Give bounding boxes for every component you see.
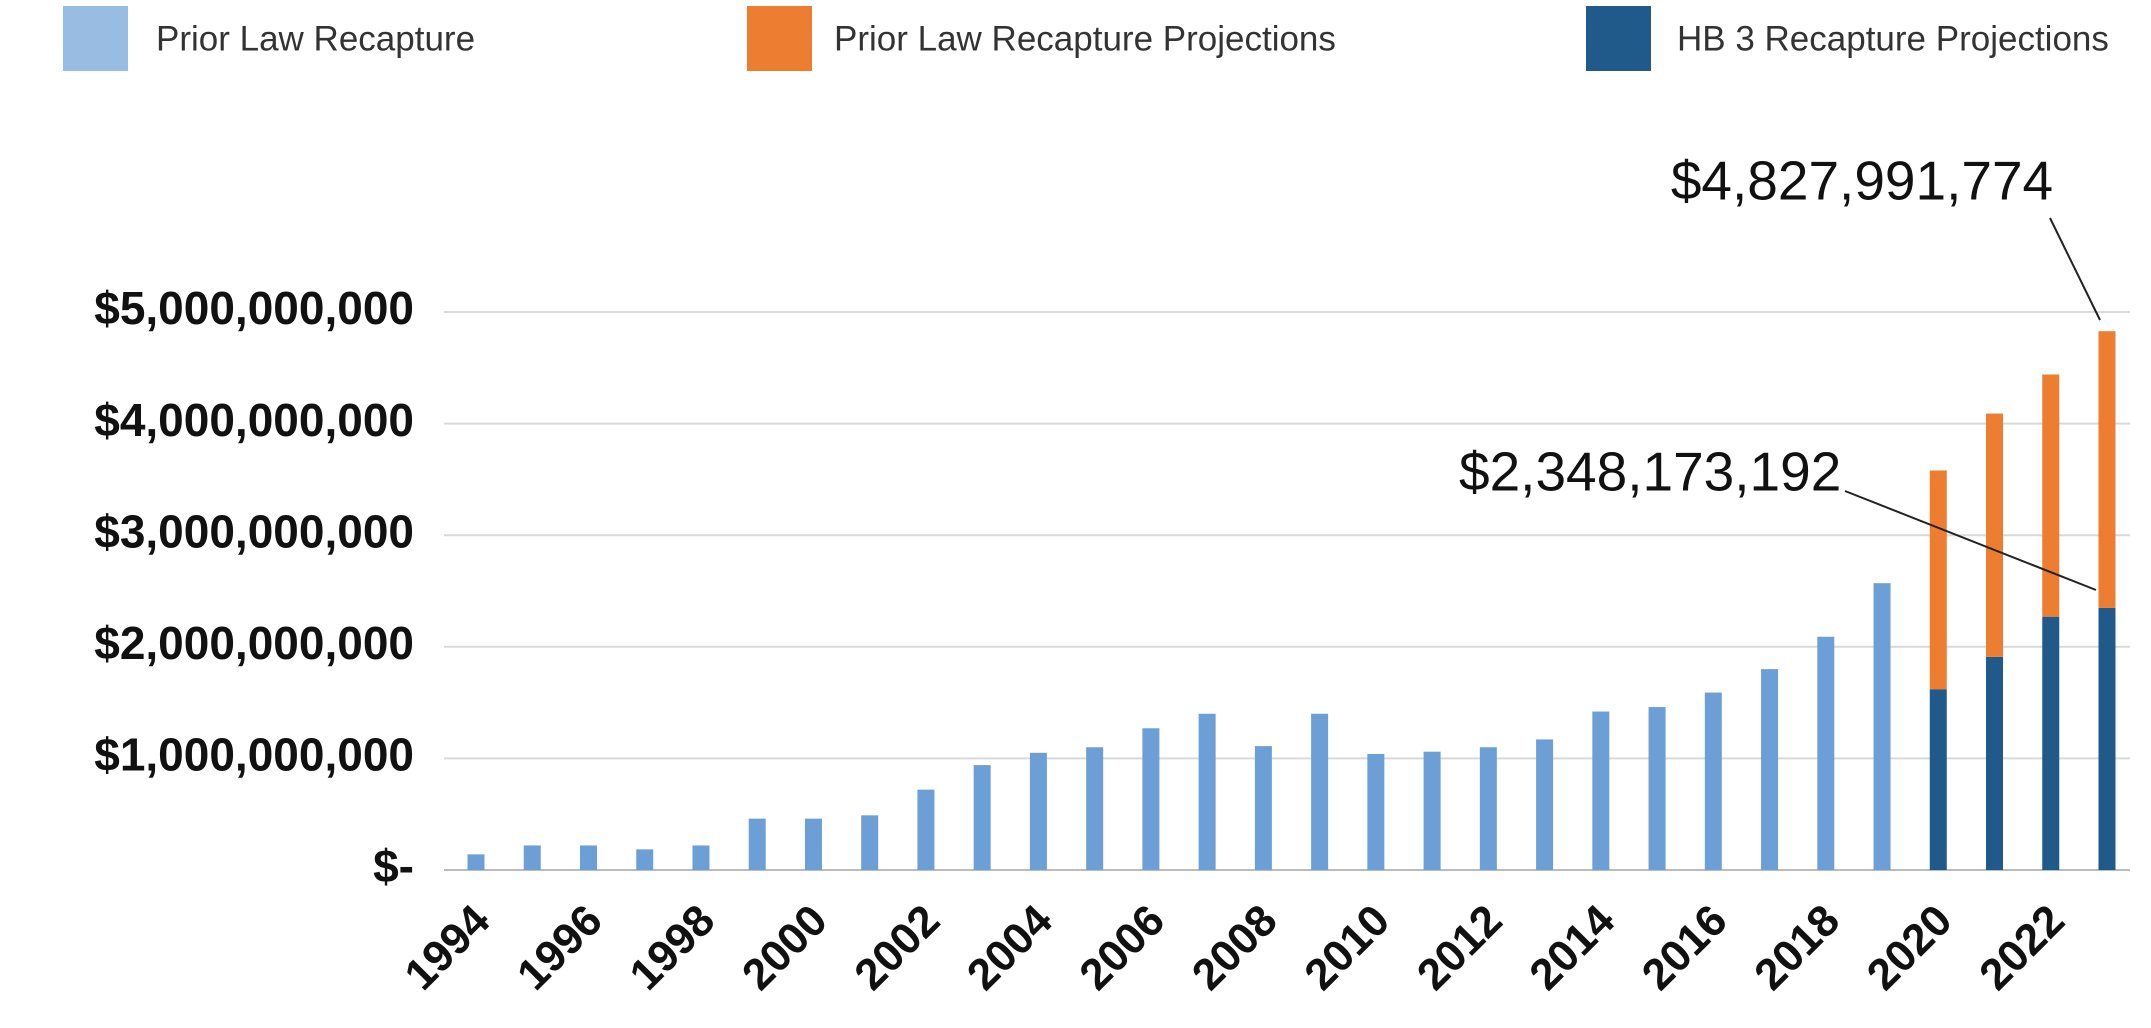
x-tick-label: 2006	[1070, 896, 1174, 1000]
x-tick-label: 1996	[508, 896, 612, 1000]
bar-segment	[1254, 746, 1272, 870]
bar-segment	[636, 849, 654, 870]
y-tick-label: $-	[373, 840, 414, 892]
y-tick-label: $5,000,000,000	[94, 282, 414, 334]
bar-segment	[1142, 728, 1160, 870]
bar-segment	[804, 818, 822, 870]
bar-segment	[1311, 713, 1329, 870]
x-tick-label: 2022	[1970, 896, 2074, 1000]
annotation: $2,348,173,192	[1459, 441, 1841, 503]
legend-label: Prior Law Recapture	[156, 19, 475, 58]
x-tick-label: 1998	[620, 896, 724, 1000]
bar-segment	[1592, 711, 1610, 870]
bar-segment	[1817, 636, 1835, 870]
bar-segment	[1198, 713, 1216, 870]
leader-line	[1844, 490, 2097, 591]
bar-segment	[1761, 669, 1779, 870]
bar-segment	[748, 818, 766, 870]
x-tick-label: 2008	[1183, 896, 1287, 1000]
bar-segment	[2042, 616, 2060, 870]
bar-segment	[973, 765, 991, 870]
bar-segment	[1986, 413, 2004, 657]
bar-segment	[1536, 739, 1554, 870]
x-tick-label: 2014	[1520, 895, 1624, 999]
bar-segment	[2098, 607, 2116, 870]
bar-segment	[1704, 692, 1722, 870]
y-tick-label: $2,000,000,000	[94, 617, 414, 669]
x-tick-label: 2004	[958, 895, 1062, 999]
x-tick-label: 1994	[395, 895, 499, 999]
bar-segment	[1929, 470, 1947, 690]
bar-segment	[1986, 656, 2004, 870]
bar-segment	[579, 845, 597, 870]
bar-segment	[1479, 747, 1497, 870]
x-tick-label: 2020	[1858, 896, 1962, 1000]
bar-segment	[1423, 751, 1441, 870]
bar-segment	[917, 789, 935, 870]
x-tick-label: 2000	[733, 896, 837, 1000]
bar-segment	[523, 845, 541, 870]
bar-segment	[1648, 707, 1666, 870]
x-tick-label: 2018	[1745, 896, 1849, 1000]
bar-segment	[467, 854, 485, 870]
bar-segment	[692, 845, 710, 870]
legend-swatch	[63, 6, 128, 71]
x-tick-label: 2012	[1408, 896, 1512, 1000]
bar-segment	[2042, 374, 2060, 617]
leader-line	[2049, 217, 2101, 321]
bar-segment	[1086, 747, 1104, 870]
legend-swatch	[1586, 6, 1651, 71]
y-tick-label: $4,000,000,000	[94, 394, 414, 446]
legend-label: HB 3 Recapture Projections	[1677, 19, 2109, 58]
bar-segment	[1873, 583, 1891, 870]
x-tick-label: 2002	[845, 896, 949, 1000]
bar-segment	[861, 815, 879, 870]
bar-segment	[1367, 753, 1385, 870]
y-tick-label: $3,000,000,000	[94, 505, 414, 557]
legend-label: Prior Law Recapture Projections	[834, 19, 1336, 58]
bar-segment	[1029, 752, 1047, 870]
annotation: $4,827,991,774	[1671, 150, 2053, 212]
bar-segment	[1929, 689, 1947, 870]
x-tick-label: 2016	[1633, 896, 1737, 1000]
x-tick-label: 2010	[1295, 896, 1399, 1000]
legend-swatch	[747, 6, 812, 71]
y-tick-label: $1,000,000,000	[94, 729, 414, 781]
bar-segment	[2098, 331, 2116, 608]
